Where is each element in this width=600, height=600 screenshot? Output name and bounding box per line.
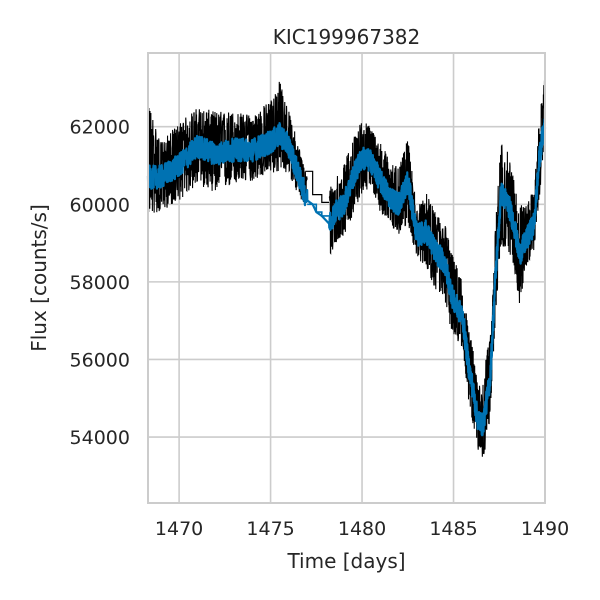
y-tick-label: 56000 — [70, 349, 130, 371]
chart-title: KIC199967382 — [273, 25, 421, 49]
x-tick-label: 1475 — [246, 518, 294, 540]
y-tick-label: 58000 — [70, 272, 130, 294]
y-tick-label: 54000 — [70, 427, 130, 449]
smoothed-gap-step — [307, 203, 330, 217]
y-tick-label: 62000 — [70, 117, 130, 139]
tick-label-layer: 1470 1475 1480 1485 1490 54000 56000 58000 60000… — [70, 117, 570, 540]
smoothed-flux-series — [146, 118, 547, 437]
x-tick-label: 1480 — [338, 518, 386, 540]
raw-gap-step — [305, 170, 330, 203]
x-tick-label: 1470 — [155, 518, 203, 540]
y-tick-label: 60000 — [70, 194, 130, 216]
data-layer — [146, 80, 547, 457]
x-tick-label: 1485 — [429, 518, 477, 540]
plot-frame — [147, 52, 546, 504]
x-tick-label: 1490 — [521, 518, 569, 540]
x-axis-label: Time [days] — [286, 549, 405, 573]
y-axis-label: Flux [counts/s] — [27, 204, 51, 352]
